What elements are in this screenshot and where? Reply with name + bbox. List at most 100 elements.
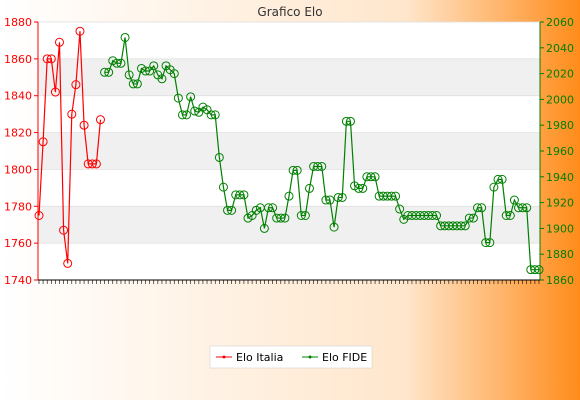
data-point-elo-fide <box>223 205 233 215</box>
data-point-elo-fide <box>173 93 183 103</box>
y-left-tick-label: 1760 <box>4 237 32 250</box>
data-point-elo-fide <box>468 213 478 223</box>
data-point-elo-italia <box>46 54 56 64</box>
data-point-elo-fide <box>432 211 442 220</box>
data-point-elo-fide <box>304 183 314 193</box>
legend-box <box>209 345 373 369</box>
data-point-elo-italia <box>34 211 44 220</box>
y-right-tick-label: 1860 <box>546 274 574 287</box>
data-point-elo-fide <box>370 172 380 182</box>
data-point-elo-fide <box>485 238 495 248</box>
data-point-elo-italia <box>59 225 69 235</box>
y-left-tick-label: 1840 <box>4 90 32 103</box>
legend-label-elo-fide: Elo FIDE <box>322 351 367 364</box>
data-point-elo-fide <box>358 183 368 193</box>
data-point-elo-fide <box>182 110 192 120</box>
legend: Elo Italia Elo FIDE <box>209 345 373 369</box>
data-point-elo-fide <box>522 203 532 213</box>
legend-item-elo-fide: Elo FIDE <box>302 351 367 364</box>
data-point-elo-fide <box>518 203 528 213</box>
data-point-elo-fide <box>235 190 245 200</box>
data-point-elo-fide <box>100 67 110 77</box>
data-point-elo-fide <box>317 161 327 171</box>
data-point-elo-fide <box>128 79 138 89</box>
data-point-elo-fide <box>534 265 544 275</box>
data-point-elo-italia <box>95 115 105 125</box>
data-point-elo-fide <box>124 70 134 80</box>
data-point-elo-fide <box>313 161 323 171</box>
data-point-elo-fide <box>386 191 396 201</box>
data-point-elo-italia <box>75 26 85 36</box>
y-right-tick-label: 2060 <box>546 16 574 29</box>
data-point-elo-fide <box>259 223 269 233</box>
data-point-elo-fide <box>116 58 126 68</box>
data-point-elo-fide <box>169 69 179 79</box>
data-point-elo-fide <box>341 116 351 126</box>
data-point-elo-fide <box>366 172 376 182</box>
grid-band <box>38 58 540 96</box>
data-point-elo-fide <box>227 205 237 215</box>
y-right-tick-label: 1940 <box>546 171 574 184</box>
y-right-tick-label: 1960 <box>546 145 574 158</box>
data-point-elo-fide <box>473 203 483 213</box>
y-left-tick-label: 1780 <box>4 200 32 213</box>
data-point-elo-fide <box>214 152 224 162</box>
data-point-elo-fide <box>481 238 491 248</box>
y-left-tick-label: 1860 <box>4 53 32 66</box>
data-point-elo-fide <box>321 195 331 205</box>
data-point-elo-fide <box>284 191 294 201</box>
data-point-elo-italia <box>87 159 97 169</box>
data-point-elo-fide <box>177 110 187 120</box>
data-point-elo-italia <box>91 159 101 169</box>
data-point-elo-italia <box>63 258 73 268</box>
data-point-elo-fide <box>333 192 343 202</box>
data-point-elo-fide <box>239 190 249 200</box>
data-point-elo-fide <box>280 213 290 223</box>
data-point-elo-fide <box>268 203 278 213</box>
y-right-tick-label: 1900 <box>546 222 574 235</box>
legend-item-elo-italia: Elo Italia <box>216 351 283 364</box>
data-point-elo-fide <box>210 110 220 120</box>
chart-title: Grafico Elo <box>257 5 322 19</box>
data-point-elo-fide <box>477 203 487 213</box>
data-point-elo-fide <box>489 182 499 192</box>
data-point-elo-italia <box>54 37 64 47</box>
data-point-elo-fide <box>464 213 474 223</box>
data-point-elo-fide <box>300 211 310 220</box>
data-point-elo-italia <box>50 87 60 97</box>
data-point-elo-fide <box>112 58 122 68</box>
y-right-tick-label: 1880 <box>546 248 574 261</box>
data-point-elo-fide <box>288 165 298 175</box>
data-point-elo-fide <box>120 32 130 42</box>
data-point-elo-fide <box>395 204 405 214</box>
y-right-tick-label: 1980 <box>546 119 574 132</box>
data-point-elo-italia <box>38 137 48 147</box>
data-point-elo-fide <box>530 265 540 275</box>
y-left-tick-label: 1880 <box>4 16 32 29</box>
data-point-elo-fide <box>141 66 151 76</box>
data-point-elo-fide <box>391 191 401 201</box>
data-point-elo-fide <box>276 213 286 223</box>
grid-band <box>38 132 540 170</box>
plot-area: 1740 1760 1780 1800 1820 1840 1860 1880 1860 1880… <box>4 16 574 287</box>
y-left-tick-label: 1740 <box>4 274 32 287</box>
y-right-tick-label: 2040 <box>546 42 574 55</box>
data-point-elo-fide <box>427 211 437 220</box>
data-point-elo-fide <box>329 222 339 232</box>
data-point-elo-fide <box>190 106 200 116</box>
data-point-elo-fide <box>325 195 335 205</box>
data-point-elo-italia <box>79 120 89 130</box>
y-right-tick-label: 2000 <box>546 93 574 106</box>
data-point-elo-fide <box>456 221 466 231</box>
data-point-elo-fide <box>497 174 507 184</box>
data-point-elo-fide <box>501 211 511 220</box>
y-left-tick-label: 1820 <box>4 127 32 140</box>
y-left-tick-label: 1800 <box>4 163 32 176</box>
y-right-tick-label: 2020 <box>546 68 574 81</box>
data-point-elo-fide <box>296 211 306 220</box>
data-point-elo-fide <box>104 67 114 77</box>
data-point-elo-fide <box>264 203 274 213</box>
legend-label-elo-italia: Elo Italia <box>236 351 283 364</box>
